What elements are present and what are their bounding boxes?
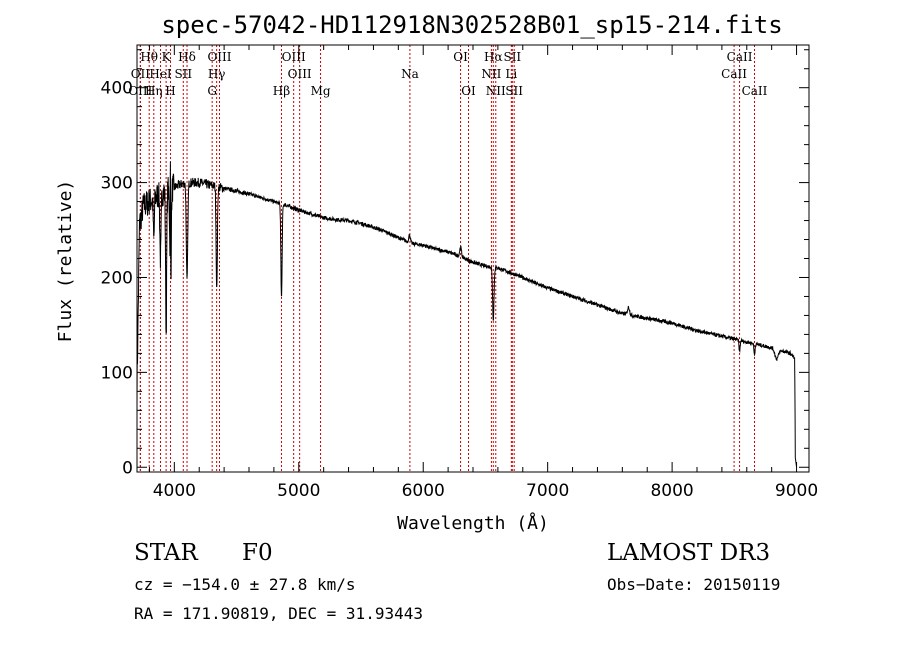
y-tick-label: 400: [101, 79, 133, 99]
line-marker-label: Hγ: [208, 67, 226, 81]
line-marker-label: Na: [401, 67, 419, 81]
x-tick-label: 8000: [650, 481, 693, 501]
line-marker-label: HeI: [149, 67, 172, 81]
line-marker-label: OII: [131, 67, 151, 81]
line-marker-label: Hβ: [273, 84, 290, 98]
object-class: STAR: [134, 540, 198, 566]
coordinates: RA = 171.90819, DEC = 31.93443: [134, 604, 423, 623]
line-marker-label: OI: [453, 50, 468, 64]
line-marker-label: OIII: [207, 50, 231, 64]
line-marker-label: Hδ: [178, 50, 196, 64]
subclass: F0: [242, 540, 273, 566]
y-axis-ticks: 0 100 200 300 400: [101, 49, 809, 478]
line-marker-label: NII: [486, 84, 506, 98]
line-marker-label: CaII: [727, 50, 753, 64]
line-marker-label: Hθ: [140, 50, 158, 64]
plot-frame: [136, 44, 810, 473]
line-marker-label: NII: [481, 67, 501, 81]
line-marker-label: CaII: [721, 67, 747, 81]
line-marker-label: Mg: [311, 84, 331, 98]
y-tick-label: 200: [101, 268, 133, 288]
line-marker-label: Hη: [145, 84, 163, 98]
chart-title: spec-57042-HD112918N302528B01_sp15-214.f…: [161, 11, 782, 39]
line-marker-label: OI: [461, 84, 476, 98]
obs-date: Obs−Date: 20150119: [607, 575, 780, 594]
y-tick-label: 300: [101, 174, 133, 194]
line-marker-label: OIII: [282, 50, 306, 64]
line-marker-label: Li: [505, 67, 517, 81]
x-tick-label: 7000: [526, 481, 569, 501]
line-marker-label: SII: [503, 50, 521, 64]
line-marker-label: SII: [505, 84, 523, 98]
line-marker-label: G: [207, 84, 217, 98]
y-tick-label: 100: [101, 363, 133, 383]
line-markers: [139, 45, 755, 472]
x-tick-label: 6000: [402, 481, 445, 501]
x-axis-ticks: 4000 5000 6000 7000 8000 9000: [148, 45, 818, 501]
line-marker-label: H: [165, 84, 175, 98]
x-tick-label: 4000: [153, 481, 196, 501]
spectrum-line: [137, 161, 798, 468]
survey-name: LAMOST DR3: [607, 540, 770, 566]
x-axis-label: Wavelength (Å): [397, 512, 549, 534]
x-tick-label: 5000: [277, 481, 320, 501]
line-marker-label: SII: [174, 67, 192, 81]
y-tick-label: 0: [122, 458, 133, 478]
redshift-readout: cz = −154.0 ± 27.8 km/s: [134, 575, 356, 594]
line-marker-label: OIII: [288, 67, 312, 81]
line-marker-label: K: [162, 50, 172, 64]
plot-clip-group: [137, 161, 798, 468]
line-marker-label: CaII: [742, 84, 768, 98]
x-tick-label: 9000: [775, 481, 818, 501]
line-marker-label: Hα: [484, 50, 503, 64]
y-axis-label: Flux (relative): [55, 180, 76, 343]
